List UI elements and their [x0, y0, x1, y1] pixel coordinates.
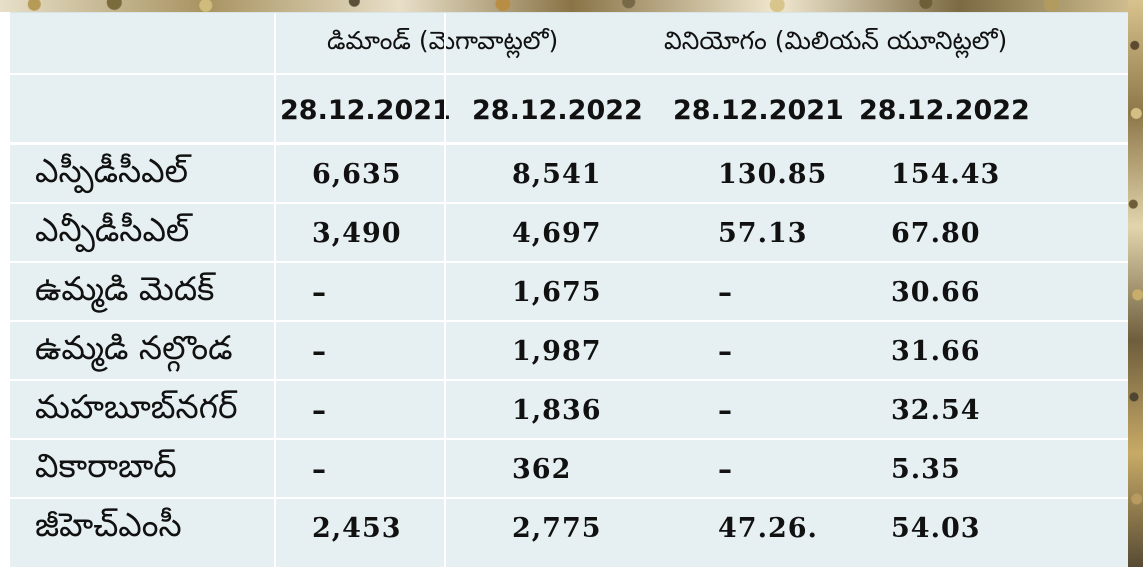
date-header-row: 28.12.2021 28.12.2022 28.12.2021 28.12.2… — [10, 75, 1128, 145]
table-row: ఉమ్మడి నల్గొండ – 1,987 – 31.66 — [10, 322, 1128, 381]
demand-2022-value: 1,987 — [512, 336, 602, 367]
demand-megawatts-header: డిమాండ్ (మెగావాట్లలో) — [327, 26, 559, 55]
background-photo-top — [0, 0, 1143, 12]
demand-2021-value: 3,490 — [312, 218, 402, 249]
table-row: ఎన్పీడీసీఎల్ 3,490 4,697 57.13 67.80 — [10, 204, 1128, 263]
area-name: ఎస్పీడీసీఎల్ — [35, 151, 189, 190]
area-name: వికారాబాద్ — [35, 446, 177, 485]
consumption-date-2021-header: 28.12.2021 — [673, 94, 844, 126]
table-row: మహబూబ్‌నగర్ – 1,836 – 32.54 — [10, 381, 1128, 440]
area-name: ఉమ్మడి మెదక్ — [35, 269, 215, 308]
consumption-2021-value: 47.26. — [718, 513, 818, 544]
table-row: ఉమ్మడి మెదక్ – 1,675 – 30.66 — [10, 263, 1128, 322]
group-header-row: డిమాండ్ (మెగావాట్లలో) వినియోగం (మిలియన్ … — [10, 13, 1128, 75]
consumption-2021-value: 57.13 — [718, 218, 808, 249]
demand-2021-value: 2,453 — [312, 513, 402, 544]
area-name: జీహెచ్‌ఎంసీ — [35, 505, 182, 544]
demand-2021-value: – — [312, 394, 327, 427]
demand-2022-value: 8,541 — [512, 159, 602, 190]
consumption-2021-value: – — [718, 453, 733, 486]
demand-2022-value: 2,775 — [512, 513, 602, 544]
electricity-demand-consumption-table: డిమాండ్ (మెగావాట్లలో) వినియోగం (మిలియన్ … — [10, 12, 1128, 568]
consumption-2021-value: – — [718, 276, 733, 309]
consumption-2021-value: – — [718, 394, 733, 427]
demand-2022-value: 1,675 — [512, 277, 602, 308]
consumption-2022-value: 31.66 — [891, 336, 981, 367]
background-photo-right — [1128, 0, 1143, 567]
consumption-2022-value: 32.54 — [891, 395, 981, 426]
demand-2022-value: 362 — [512, 454, 572, 485]
consumption-2022-value: 5.35 — [891, 454, 961, 485]
area-name: మహబూబ్‌నగర్ — [35, 387, 238, 426]
table-row: వికారాబాద్ – 362 – 5.35 — [10, 440, 1128, 499]
consumption-2022-value: 30.66 — [891, 277, 981, 308]
first-column-divider — [274, 13, 276, 568]
consumption-2021-value: 130.85 — [718, 159, 828, 190]
consumption-million-units-header: వినియోగం (మిలియన్ యూనిట్లలో) — [664, 26, 1008, 55]
consumption-2022-value: 154.43 — [891, 159, 1001, 190]
demand-2021-value: – — [312, 335, 327, 368]
demand-2021-value: – — [312, 453, 327, 486]
date-column-divider — [444, 13, 446, 568]
demand-2022-value: 1,836 — [512, 395, 602, 426]
demand-date-2022-header: 28.12.2022 — [472, 94, 643, 126]
area-name: ఎన్పీడీసీఎల్ — [35, 210, 190, 249]
table-row: జీహెచ్‌ఎంసీ 2,453 2,775 47.26. 54.03 — [10, 499, 1128, 568]
consumption-2021-value: – — [718, 335, 733, 368]
demand-2021-value: – — [312, 276, 327, 309]
demand-2022-value: 4,697 — [512, 218, 602, 249]
demand-date-2021-header: 28.12.2021 — [280, 94, 451, 126]
consumption-date-2022-header: 28.12.2022 — [859, 94, 1030, 126]
table-row: ఎస్పీడీసీఎల్ 6,635 8,541 130.85 154.43 — [10, 145, 1128, 204]
area-name: ఉమ్మడి నల్గొండ — [35, 328, 233, 367]
demand-2021-value: 6,635 — [312, 159, 402, 190]
consumption-2022-value: 67.80 — [891, 218, 981, 249]
consumption-2022-value: 54.03 — [891, 513, 981, 544]
